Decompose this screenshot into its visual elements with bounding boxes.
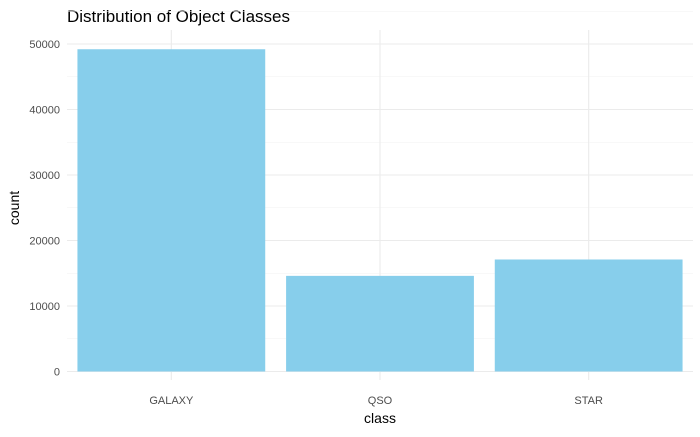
x-axis-title: class: [364, 410, 396, 426]
x-tick-label: STAR: [574, 395, 603, 407]
y-tick-label: 50000: [29, 39, 60, 51]
x-tick-labels: GALAXY QSO STAR: [149, 395, 603, 407]
bar-qso: [286, 275, 474, 372]
chart-title: Distribution of Object Classes: [67, 7, 290, 26]
y-tick-label: 20000: [29, 236, 60, 248]
y-tick-label: 10000: [29, 301, 60, 313]
bar-star: [494, 259, 683, 372]
x-tick-label: QSO: [368, 395, 393, 407]
y-tick-label: 40000: [29, 105, 60, 117]
bar-galaxy: [77, 49, 266, 372]
y-tick-label: 0: [54, 367, 60, 379]
x-tick-label: GALAXY: [149, 395, 194, 407]
y-tick-labels: 0 10000 20000 30000 40000 50000: [29, 39, 60, 379]
y-axis-title: count: [6, 191, 22, 225]
bars: [77, 49, 683, 372]
y-tick-label: 30000: [29, 170, 60, 182]
